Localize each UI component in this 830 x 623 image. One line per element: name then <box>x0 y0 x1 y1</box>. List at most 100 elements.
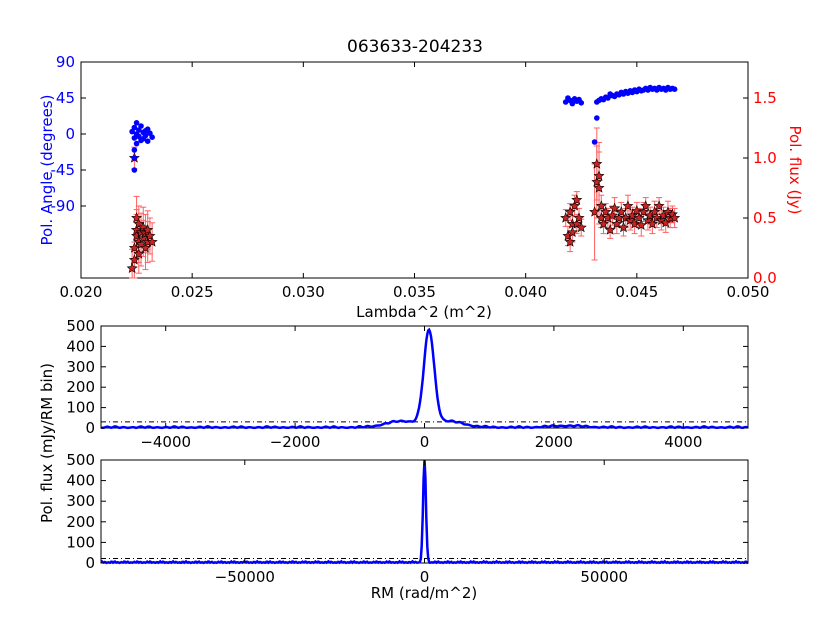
top-x-axis-label: Lambda^2 (m^2) <box>356 303 492 321</box>
mid-x-tick-label: 2000 <box>535 433 573 451</box>
flux-star-point <box>640 200 652 211</box>
angle-point <box>591 139 598 145</box>
mid-x-tick-label: −2000 <box>270 433 321 451</box>
mid-y-tick-label: 300 <box>66 358 95 376</box>
flux-star-point <box>646 218 658 229</box>
mid-y-tick-label: 100 <box>66 399 95 417</box>
bot-y-tick-label: 100 <box>66 533 95 551</box>
angle-point <box>149 134 155 140</box>
top-left-y-ticks: 90 45 0 -45 -90 <box>51 53 86 215</box>
figure-title: 063633-204233 <box>347 37 483 57</box>
flux-star-point <box>564 236 576 247</box>
flux-star-point <box>560 212 572 223</box>
bottom-y-ticks: 0 100 200 300 400 500 <box>66 451 748 572</box>
mid-y-tick-label: 500 <box>66 317 95 335</box>
flux-star-point <box>633 212 645 223</box>
middle-rm-spectrum-line <box>100 327 749 430</box>
top-x-ticks: 0.020 0.025 0.030 0.035 0.040 0.045 0.050 <box>60 62 770 301</box>
flux-star-point <box>137 221 149 233</box>
angle-point <box>131 155 138 161</box>
flux-star-point <box>128 242 140 253</box>
flux-star-point <box>569 200 581 211</box>
bot-y-tick-label: 300 <box>66 492 95 510</box>
mid-y-tick-label: 0 <box>85 419 95 437</box>
flux-star-point <box>591 158 603 169</box>
top-x-tick-label: 0.030 <box>282 283 325 301</box>
bottom-x-axis-label: RM (rad/m^2) <box>371 584 478 602</box>
mid-x-tick-label: 0 <box>420 433 430 451</box>
flux-star-point <box>609 202 621 214</box>
top-left-y-tick-label: 45 <box>56 89 75 107</box>
flux-star-point <box>575 221 587 233</box>
flux-star-point <box>128 254 140 265</box>
top-x-tick-label: 0.035 <box>393 283 436 301</box>
flux-star-point <box>133 248 145 259</box>
flux-star-point <box>626 209 638 221</box>
top-right-y-tick-label: 0.5 <box>753 209 777 227</box>
flux-star-point <box>591 176 603 187</box>
top-panel: 0.020 0.025 0.030 0.035 0.040 0.045 0.050 90 45… <box>38 53 804 321</box>
flux-star-point <box>566 226 578 238</box>
angle-point <box>138 123 144 129</box>
flux-star-point <box>126 262 138 274</box>
angle-point <box>131 147 138 153</box>
mid-x-tick-label: 4000 <box>664 433 702 451</box>
mid-x-tick-label: −4000 <box>140 433 191 451</box>
top-right-y-tick-label: 0.0 <box>753 269 777 287</box>
flux-star-point <box>600 206 612 217</box>
flux-star-point <box>146 236 158 247</box>
bottom-panel: −50000 0 50000 0 100 200 300 400 500 RM (rad/m^… <box>66 451 749 602</box>
top-right-y-ticks: 0.0 0.5 1.0 1.5 <box>743 89 777 287</box>
angle-point <box>671 86 678 92</box>
flux-star-point <box>637 206 650 217</box>
flux-star-point <box>660 217 672 228</box>
flux-star-point <box>571 194 583 205</box>
top-x-tick-label: 0.025 <box>171 283 214 301</box>
top-x-tick-label: 0.045 <box>615 283 658 301</box>
flux-star-point <box>631 205 643 216</box>
flux-star-point <box>653 200 665 211</box>
top-x-tick-label: 0.050 <box>727 283 770 301</box>
flux-star-point <box>606 209 618 221</box>
top-x-tick-label: 0.020 <box>60 283 103 301</box>
rm-y-axis-label: Pol. flux (mJy/RM bin) <box>38 363 56 523</box>
top-right-y-tick-label: 1.5 <box>753 89 777 107</box>
flux-star-point <box>142 224 154 235</box>
flux-star-point <box>617 221 629 233</box>
mid-y-tick-label: 200 <box>66 378 95 396</box>
top-left-y-tick-label: 90 <box>56 53 75 71</box>
flux-star-point <box>635 219 647 230</box>
flux-star-point <box>669 212 681 223</box>
bot-y-tick-label: 500 <box>66 451 95 469</box>
top-left-y-tick-label: 0 <box>65 125 75 143</box>
bot-x-tick-label: 50000 <box>580 568 628 586</box>
angle-point <box>131 167 138 173</box>
flux-star-point <box>611 218 623 229</box>
flux-star-point <box>593 170 605 181</box>
flux-star-point <box>593 182 605 193</box>
angle-point <box>144 138 151 144</box>
mid-y-tick-label: 400 <box>66 337 95 355</box>
flux-star-point <box>573 212 585 223</box>
angle-point <box>133 140 140 147</box>
flux-star-point <box>564 206 576 217</box>
angle-point <box>594 115 600 121</box>
bot-y-tick-label: 400 <box>66 472 95 490</box>
bot-x-tick-label: −50000 <box>215 568 275 586</box>
angle-point <box>133 120 140 126</box>
top-right-y-tick-label: 1.0 <box>753 149 777 167</box>
angle-points <box>129 84 678 173</box>
middle-panel: −4000 −2000 0 2000 4000 0 100 200 300 400 500 <box>66 317 749 451</box>
flux-star-point <box>595 200 607 211</box>
bottom-x-ticks: −50000 0 50000 <box>215 460 628 586</box>
bot-y-tick-label: 200 <box>66 513 95 531</box>
flux-points <box>126 152 681 274</box>
flux-star-point <box>651 212 663 223</box>
angle-point <box>142 132 149 139</box>
top-left-y-axis-label: Pol. Angle (degrees) <box>38 95 56 246</box>
flux-star-point <box>649 206 661 217</box>
top-left-y-tick-label: -45 <box>51 161 76 179</box>
middle-y-ticks: 0 100 200 300 400 500 <box>66 317 748 437</box>
